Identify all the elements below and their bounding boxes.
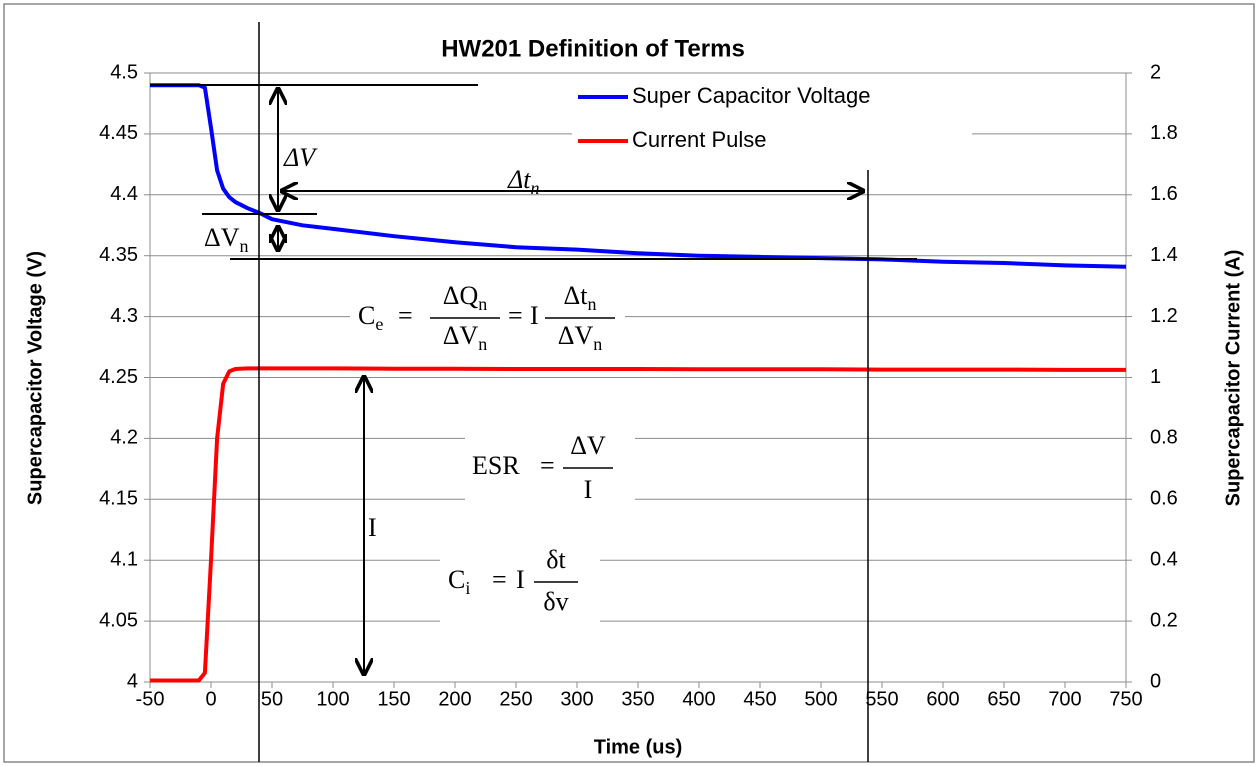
formula: Δtn [564, 281, 597, 314]
text: e [375, 314, 383, 334]
text: n [593, 334, 602, 354]
y2-axis-title: Supercapacitor Current (A) [1222, 250, 1244, 507]
x-tick-label: 550 [865, 688, 898, 710]
text: ΔV [558, 321, 594, 350]
x-tick-label: 0 [205, 688, 216, 710]
y2-tick-label: 0.8 [1150, 427, 1178, 449]
text: Δt [507, 165, 531, 194]
y2-tick-label: 1.4 [1150, 244, 1178, 266]
text: C [448, 565, 465, 594]
y-tick-label: 4.05 [99, 609, 138, 631]
label-dvn: ΔVn [204, 223, 249, 256]
y-tick-label: 4.45 [99, 122, 138, 144]
y2-tick-label: 1.6 [1150, 183, 1178, 205]
text: I [584, 475, 593, 504]
label-current: I [368, 513, 377, 542]
y-tick-label: 4.15 [99, 488, 138, 510]
x-tick-label: 200 [438, 688, 471, 710]
y2-tick-label: 0 [1150, 670, 1161, 692]
y-tick-label: 4.35 [99, 244, 138, 266]
y2-tick-label: 0.4 [1150, 548, 1178, 570]
legend-bg [572, 80, 972, 160]
x-tick-label: 150 [377, 688, 410, 710]
text: ΔV [204, 223, 240, 252]
x-tick-label: 700 [1048, 688, 1081, 710]
text: C [358, 301, 375, 330]
x-tick-label: 300 [560, 688, 593, 710]
y2-tick-label: 1.8 [1150, 122, 1178, 144]
legend-label: Current Pulse [632, 127, 767, 152]
y-tick-label: 4 [127, 670, 138, 692]
text: ΔV [570, 431, 606, 460]
text: n [587, 294, 596, 314]
text: δt [546, 545, 566, 574]
text: ΔV [443, 321, 479, 350]
x-tick-label: 100 [316, 688, 349, 710]
text: = [398, 301, 413, 330]
y2-tick-label: 1.2 [1150, 305, 1178, 327]
x-tick-label: -50 [136, 688, 165, 710]
y-tick-label: 4.4 [110, 183, 138, 205]
y2-tick-label: 2 [1150, 61, 1161, 83]
y-tick-label: 4.1 [110, 548, 138, 570]
formula: ΔQn [443, 281, 488, 314]
formula: Ce [358, 301, 383, 334]
formula: ΔVn [558, 321, 603, 354]
text: n [478, 334, 487, 354]
text: = [492, 565, 507, 594]
text: I [530, 301, 539, 330]
y-tick-label: 4.3 [110, 305, 138, 327]
y2-tick-label: 1 [1150, 366, 1161, 388]
label-dv: ΔV [283, 143, 318, 172]
y2-tick-label: 0.2 [1150, 609, 1178, 631]
text: Δt [564, 281, 589, 310]
chart-title: HW201 Definition of Terms [441, 35, 745, 62]
x-tick-label: 650 [987, 688, 1020, 710]
formula-bg [350, 280, 625, 358]
x-tick-label: 250 [499, 688, 532, 710]
formula-bg [465, 425, 635, 505]
y-tick-label: 4.5 [110, 61, 138, 83]
text: n [240, 236, 249, 256]
formula: Ci [448, 565, 470, 598]
x-tick-label: 600 [926, 688, 959, 710]
x-tick-label: 50 [261, 688, 283, 710]
text: = [508, 301, 523, 330]
annotations: ΔV Δtn ΔVn I Ce = ΔQn ΔVn = I Δtn ΔVn ES… [150, 22, 917, 762]
x-tick-label: 750 [1109, 688, 1142, 710]
x-tick-label: 500 [804, 688, 837, 710]
legend-label: Super Capacitor Voltage [632, 83, 871, 108]
text: = [540, 451, 555, 480]
y-tick-label: 4.2 [110, 427, 138, 449]
text: δv [543, 587, 568, 616]
label-dtn: Δtn [507, 165, 539, 198]
text: I [516, 565, 525, 594]
y-tick-label: 4.25 [99, 366, 138, 388]
text: i [465, 578, 470, 598]
x-tick-label: 350 [621, 688, 654, 710]
formula-bg [440, 540, 600, 628]
formula: ΔVn [443, 321, 488, 354]
text: ΔQ [443, 281, 479, 310]
x-tick-label: 450 [743, 688, 776, 710]
text: n [530, 178, 539, 198]
text: ESR [472, 451, 520, 480]
series-line [150, 366, 1126, 683]
x-tick-label: 400 [682, 688, 715, 710]
y-axis-title: Supercapacitor Voltage (V) [24, 251, 46, 505]
text: n [478, 294, 487, 314]
x-axis-title: Time (us) [594, 736, 683, 758]
grid: 4 4.05 4.1 4.15 4.2 4.25 4.3 4.35 4.4 4.45 4.5 0 0.2… [99, 61, 1178, 710]
y2-tick-label: 0.6 [1150, 488, 1178, 510]
